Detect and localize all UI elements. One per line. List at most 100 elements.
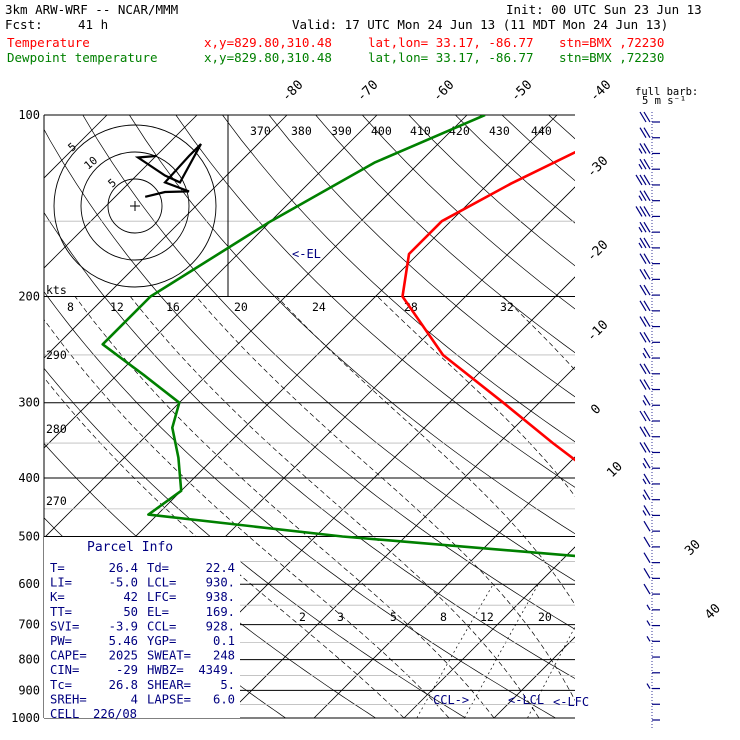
wind-barb-flag [643, 394, 651, 406]
wind-barb-flag [643, 473, 651, 485]
wind-barb-flag [643, 379, 651, 390]
wind-barb [642, 347, 660, 359]
parcel-key: CCL= [147, 619, 176, 633]
hodograph-speed-label: 20 [234, 300, 248, 314]
parcel-value: 938. [206, 590, 235, 604]
wind-barb-flag [639, 284, 647, 296]
isotherm [44, 115, 198, 269]
wind-barb [639, 127, 660, 139]
wind-barb-flag [639, 426, 647, 438]
isotherm-top-label: -40 [587, 78, 614, 105]
wind-barb [646, 620, 660, 627]
wind-barb [638, 158, 660, 170]
theta-label: 370 [250, 124, 271, 138]
wind-barb-flag [643, 174, 651, 186]
pressure-tick-label: 400 [18, 471, 40, 485]
parcel-key: LI= [50, 576, 72, 590]
wind-barb [646, 636, 660, 642]
dry-adiabat [595, 115, 740, 718]
isotherm [584, 115, 740, 718]
header-fcst-label: Fcst: [5, 17, 43, 32]
wind-barb [639, 253, 660, 265]
parcel-value: 928. [206, 619, 235, 633]
hodograph-kts-label: kts [46, 283, 67, 297]
dry-adiabat [268, 115, 575, 398]
dry-adiabat [735, 115, 740, 718]
pressure-tick-label: 700 [18, 618, 40, 632]
mixing-ratio-label: 5 [390, 610, 397, 624]
header-model: 3km ARW-WRF -- NCAR/MMM [5, 2, 179, 17]
hodograph-speed-label: 16 [166, 300, 180, 314]
mixing-ratio-label: 3 [337, 610, 344, 624]
parcel-key: SWEAT= [147, 649, 191, 663]
parcel-key: CAPE= [50, 649, 87, 663]
theta-label: 430 [489, 124, 510, 138]
wind-barb-half-flag [638, 226, 643, 233]
wind-barb-flag [639, 363, 647, 375]
wind-barb-flag [635, 206, 643, 217]
legend-temperature-stn: stn=BMX ,72230 [559, 35, 665, 50]
parcel-key: LAPSE= [147, 692, 191, 706]
wind-barb-half-flag [638, 242, 643, 249]
wind-barb [639, 269, 660, 280]
hodograph-speed-label: 32 [500, 300, 514, 314]
wind-barb [638, 190, 660, 202]
isotherm [223, 366, 575, 718]
wind-barb [639, 442, 660, 454]
mixing-ratio-label: 8 [440, 610, 447, 624]
hodograph-ring [53, 124, 217, 288]
wind-barb-flag [639, 332, 647, 343]
wind-barb-flag [643, 347, 651, 359]
hodograph-ring [80, 151, 190, 261]
header-valid: Valid: 17 UTC Mon 24 Jun 13 (11 MDT Mon … [292, 17, 669, 32]
pressure-tick-label: 200 [18, 290, 40, 304]
wind-barb-flag [639, 143, 647, 154]
theta-label: 380 [291, 124, 312, 138]
isotherm-right-label: -30 [584, 154, 611, 181]
wind-barb-flag [643, 158, 651, 170]
wind-barb-half-flag [646, 620, 651, 626]
wind-barb-half-flag [642, 494, 647, 500]
parcel-key: TT= [50, 605, 72, 619]
wind-barb-flag [643, 568, 651, 579]
parcel-value: 226/08 [93, 707, 137, 721]
wind-barb-flag [643, 363, 651, 375]
mixing-ratio-label: 20 [538, 610, 552, 624]
isotherm [493, 636, 575, 718]
isotherm-right-label: 40 [702, 601, 724, 623]
parcel-value: -3.9 [109, 619, 138, 633]
wind-barb-flag [643, 442, 651, 453]
mixing-ratio-line [717, 584, 740, 718]
legend-dewpoint-stn: stn=BMX ,72230 [559, 50, 665, 65]
parcel-value: 26.8 [109, 678, 138, 692]
isotherm [44, 115, 378, 449]
wind-barb-half-flag [646, 604, 651, 611]
wind-barb-half-flag [646, 636, 651, 642]
hodograph-ring-label: 5 [106, 176, 119, 190]
level-marker: CCL-> [433, 693, 469, 707]
pressure-tick-label: 800 [18, 653, 40, 667]
wind-barb [638, 221, 660, 233]
isotherm [674, 115, 740, 718]
isotherm [313, 456, 575, 718]
hodograph-speed-label: 8 [67, 300, 74, 314]
wind-barb [643, 552, 660, 564]
parcel-key: LCL= [147, 576, 176, 590]
hodograph-speed-label: 12 [110, 300, 124, 314]
wind-barb-flag [643, 520, 651, 532]
isotherm-right-label: -10 [584, 318, 611, 345]
isotherm-top-label: -70 [354, 78, 381, 105]
wind-barb [643, 536, 660, 548]
pressure-tick-label: 600 [18, 577, 40, 591]
wind-barb-flag [639, 158, 647, 170]
level-marker: <-LCL [508, 693, 544, 707]
wind-barb-half-flag [642, 399, 647, 406]
dry-adiabat [688, 115, 740, 718]
wind-barb-flag [643, 237, 651, 249]
dry-adiabat [315, 115, 575, 354]
parcel-value: 0.1 [213, 634, 235, 648]
wind-barb-flag [643, 316, 651, 327]
parcel-value: 4 [131, 692, 138, 706]
